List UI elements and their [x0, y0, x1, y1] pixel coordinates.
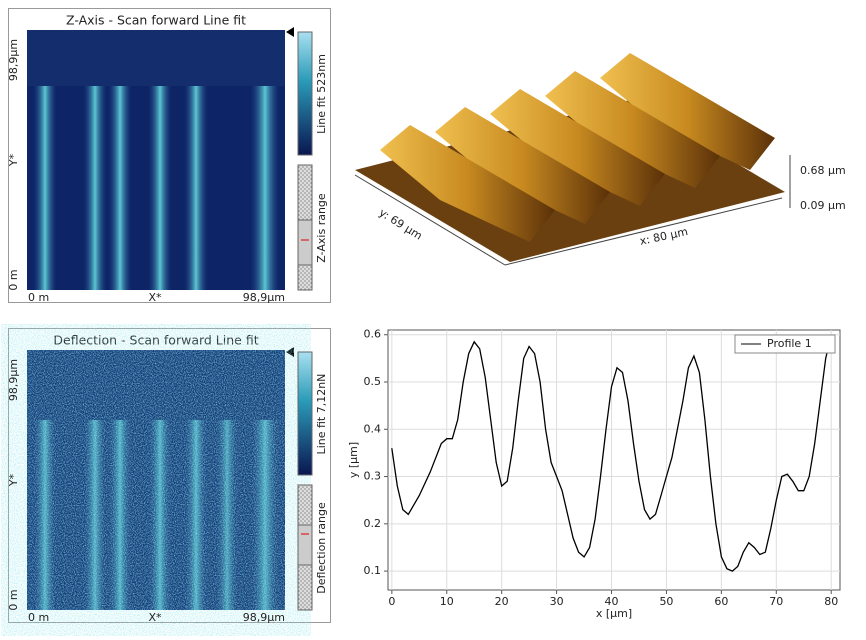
x-axis-title: x [µm]: [596, 607, 632, 620]
y-tick-label: 0.5: [364, 375, 382, 388]
x-tick-label: 50: [659, 595, 673, 608]
x-axis-label: X*: [148, 291, 162, 304]
x-left-label: 0 m: [28, 291, 49, 304]
legend-label: Profile 1: [767, 337, 812, 350]
top-band: [27, 30, 285, 86]
marker: [286, 27, 294, 37]
stripe: [83, 86, 107, 290]
view-3d: 0.68 µm 0.09 µm y: 69 µm x: 80 µm: [354, 53, 846, 266]
range-label: Z-Axis range: [315, 193, 328, 263]
y-tick-label: 0.6: [364, 328, 382, 341]
x-axis-label: X*: [148, 611, 162, 624]
noise: [27, 350, 285, 610]
ridge: [380, 125, 555, 242]
colorbar: [297, 351, 313, 476]
stripe: [148, 86, 172, 290]
ridge: [600, 53, 775, 170]
axis: [354, 174, 506, 266]
y-top-label: 98,9µm: [7, 39, 20, 81]
z-bottom-label: 0.09 µm: [800, 199, 846, 212]
stripe: [250, 86, 280, 290]
ridge: [545, 71, 720, 188]
x-tick-label: 70: [769, 595, 783, 608]
panel-title: Z-Axis - Scan forward Line fit: [66, 13, 246, 28]
y-axis-label: Y*: [7, 473, 20, 487]
colorbar-label: Line fit 7,12nN: [315, 374, 328, 455]
y-bottom-label: 0 m: [7, 269, 20, 290]
x-tick-label: 40: [605, 595, 619, 608]
legend-box: [734, 334, 836, 354]
y-tick-label: 0.4: [364, 422, 382, 435]
panel-title: Deflection - Scan forward Line fit: [53, 333, 258, 348]
plot-area: [387, 329, 841, 591]
stripe: [108, 86, 132, 290]
stripe: [184, 86, 208, 290]
z-top-label: 0.68 µm: [800, 164, 846, 177]
x-tick-label: 10: [440, 595, 454, 608]
x-tick-label: 0: [388, 595, 395, 608]
profile-line: [391, 334, 832, 572]
afm-panel: Deflection - Scan forward Line fit 98,9µm…: [7, 328, 331, 624]
x-tick-label: 30: [550, 595, 564, 608]
y-label: y: 69 µm: [377, 206, 425, 243]
x-right-label: 98,9µm: [243, 611, 285, 624]
x-label: x: 80 µm: [639, 225, 690, 248]
marker: [286, 347, 294, 357]
x-left-label: 0 m: [28, 611, 49, 624]
x-tick-label: 60: [714, 595, 728, 608]
y-axis-label: Y*: [7, 153, 20, 167]
afm-panel: Z-Axis - Scan forward Line fit 98,9µm Y* 0 …: [7, 8, 331, 304]
x-right-label: 98,9µm: [243, 291, 285, 304]
x-tick-label: 20: [495, 595, 509, 608]
axis: [504, 197, 783, 266]
y-axis-title: y [µm]: [347, 442, 360, 478]
colorbar-label: Line fit 523nm: [315, 54, 328, 134]
y-tick-label: 0.3: [364, 470, 382, 483]
y-top-label: 98,9µm: [7, 359, 20, 401]
ridge: [435, 107, 610, 224]
y-tick-label: 0.1: [364, 564, 382, 577]
ridge: [490, 89, 665, 206]
range-window: [297, 219, 313, 266]
x-tick-label: 80: [824, 595, 838, 608]
y-bottom-label: 0 m: [7, 589, 20, 610]
colorbar: [297, 31, 313, 156]
range-window: [297, 524, 313, 566]
range-label: Deflection range: [315, 502, 328, 594]
y-tick-label: 0.2: [364, 517, 382, 530]
stripe: [33, 86, 57, 290]
